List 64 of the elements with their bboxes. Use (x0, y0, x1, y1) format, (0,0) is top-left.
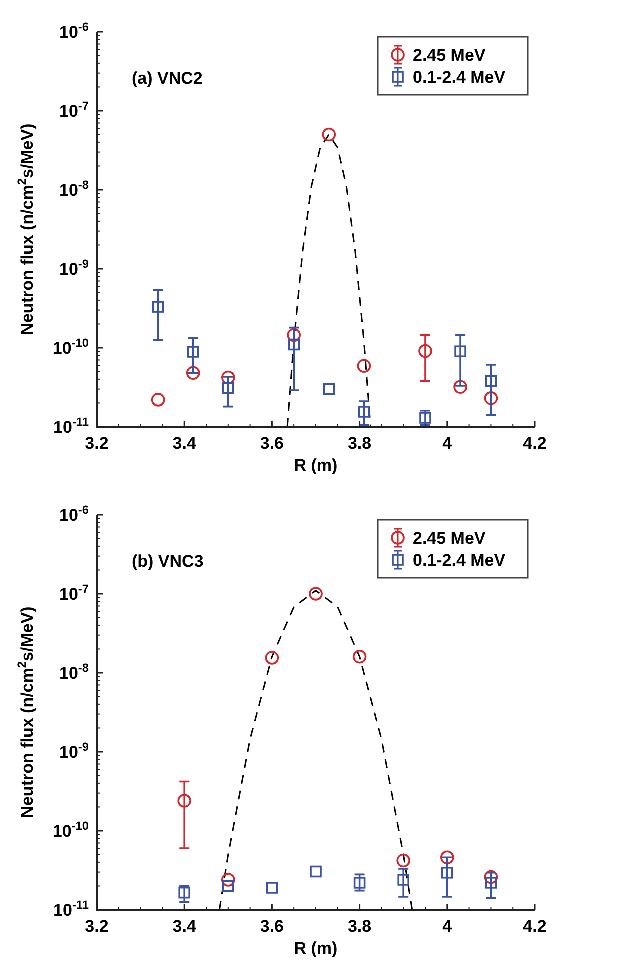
y-tick-label: 10$^{-11}$ (54, 415, 90, 437)
point (396, 854, 410, 868)
x-tick-label: 4 (442, 434, 453, 453)
point (484, 392, 498, 406)
x-tick-label: 4 (442, 917, 453, 936)
point (178, 886, 190, 899)
point (222, 873, 236, 887)
point (358, 406, 370, 418)
point (178, 794, 192, 808)
x-tick-label: 4.2 (523, 917, 547, 936)
y-tick-label: 10$^{-7}$ (60, 582, 90, 604)
annotation: (b) VNC3 (132, 552, 204, 571)
y-tick-label: 10$^{-7}$ (60, 99, 90, 121)
point (485, 877, 498, 889)
x-tick-label: 4.2 (523, 434, 547, 453)
x-axis-title: R (m) (294, 456, 338, 475)
x-tick-label: 3.6 (260, 917, 284, 936)
point (484, 870, 498, 884)
point (288, 338, 300, 351)
y-tick-label: 10$^{-10}$ (52, 336, 90, 358)
point (151, 393, 166, 407)
x-tick-label: 3.4 (172, 917, 197, 936)
point (323, 383, 336, 396)
x-tick-label: 3.6 (260, 434, 284, 453)
x-tick-label: 3.4 (172, 434, 197, 453)
point (454, 346, 466, 358)
point (454, 380, 468, 394)
point (222, 382, 234, 394)
y-tick-label: 10$^{-9}$ (60, 257, 90, 279)
y-tick-label: 10$^{-6}$ (60, 503, 90, 525)
x-tick-label: 3.2 (85, 434, 109, 453)
legend-label: 0.1-2.4 MeV (413, 551, 506, 570)
point (310, 866, 322, 878)
point (266, 882, 278, 894)
y-tick-label: 10$^{-9}$ (60, 740, 90, 762)
point (442, 866, 454, 879)
point (352, 650, 367, 664)
point (265, 651, 280, 665)
point (357, 359, 372, 374)
y-tick-label: 10$^{-11}$ (54, 898, 90, 920)
legend-label: 2.45 MeV (413, 46, 486, 65)
point (186, 366, 200, 380)
point (287, 328, 301, 342)
point (222, 880, 234, 892)
point (152, 301, 164, 313)
x-tick-label: 3.8 (348, 434, 372, 453)
point (322, 128, 336, 142)
y-tick-label: 10$^{-6}$ (60, 20, 90, 42)
x-axis-title: R (m) (294, 939, 338, 958)
legend-label: 0.1-2.4 MeV (413, 68, 506, 87)
point (309, 587, 323, 601)
x-tick-label: 3.8 (348, 917, 372, 936)
legend-label: 2.45 MeV (413, 529, 486, 548)
point (222, 370, 236, 385)
point (418, 344, 432, 358)
annotation: (a) VNC2 (132, 69, 203, 88)
point (485, 375, 498, 388)
x-tick-label: 3.2 (85, 917, 109, 936)
point (398, 874, 410, 886)
y-tick-label: 10$^{-8}$ (60, 178, 90, 200)
point (187, 346, 200, 358)
y-tick-label: 10$^{-8}$ (60, 661, 90, 683)
point (440, 850, 454, 865)
y-tick-label: 10$^{-10}$ (52, 819, 90, 841)
